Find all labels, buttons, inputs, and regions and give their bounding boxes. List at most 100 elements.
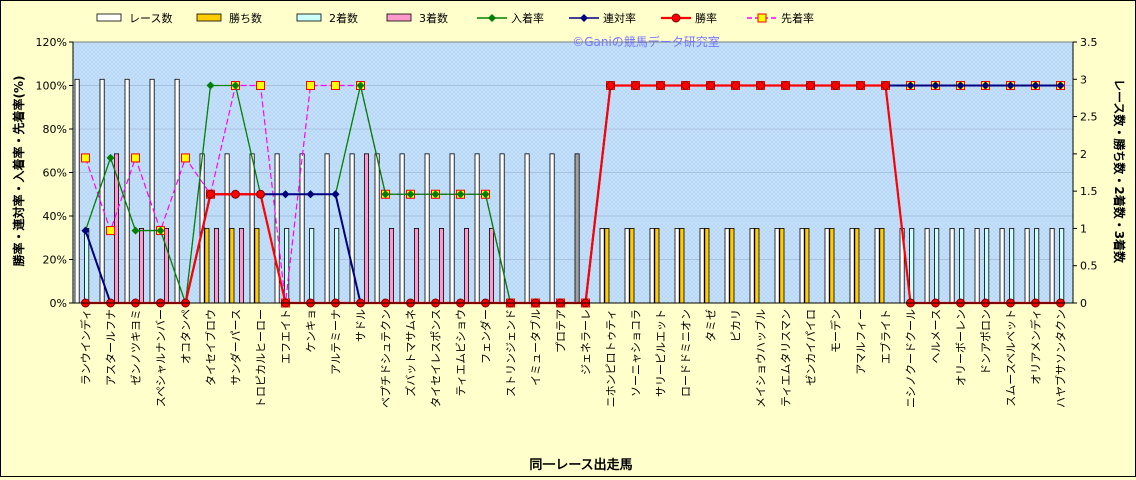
marker-先着率: [106, 226, 115, 236]
bar-レース数: [174, 78, 180, 304]
category-label: ロードドミニオン: [680, 309, 693, 397]
bar-勝ち数: [804, 228, 810, 304]
bar-レース数: [524, 153, 530, 304]
bar-レース数: [924, 228, 930, 304]
bar-3着数: [238, 228, 244, 304]
bar-2着数: [309, 228, 315, 304]
marker-入着率: [206, 81, 215, 90]
legend-label: 勝率: [695, 11, 717, 25]
marker-勝率: [781, 81, 790, 90]
left-tick-label: 100%: [36, 80, 67, 93]
marker-先着率: [81, 153, 90, 163]
bar-レース数: [324, 153, 330, 304]
legend-label: レース数: [129, 12, 172, 25]
marker-連対率: [906, 81, 915, 90]
category-label: サンダーパース: [229, 309, 243, 385]
marker-勝率: [731, 81, 740, 90]
marker-勝率: [256, 189, 265, 199]
bar-レース数: [124, 78, 130, 304]
bar-勝ち数: [629, 228, 635, 304]
category-label: ニシノクードクール: [905, 309, 918, 408]
legend-swatch: [296, 13, 322, 22]
bar-レース数: [874, 228, 880, 304]
marker-勝率: [756, 81, 765, 90]
category-label: アスタールフナ: [105, 309, 118, 386]
marker-連対率: [281, 190, 290, 199]
bar-レース数: [974, 228, 980, 304]
marker-入着率: [106, 153, 115, 162]
marker-連対率: [306, 190, 315, 199]
bar-3着数: [363, 153, 369, 304]
bar-レース数: [1024, 228, 1030, 304]
category-label: スペシャルナンバー: [155, 309, 168, 407]
bar-レース数: [624, 228, 630, 304]
bar-勝ち数: [754, 228, 760, 304]
legend-swatch: [196, 13, 222, 22]
bar-勝ち数: [704, 228, 710, 304]
bar-勝ち数: [679, 228, 685, 304]
bar-レース数: [424, 153, 430, 304]
left-tick-label: 20%: [43, 254, 67, 267]
marker-入着率: [131, 226, 140, 235]
category-label: ドンアポロン: [980, 309, 993, 375]
marker-入着率: [381, 190, 390, 199]
bar-2着数: [334, 228, 340, 304]
category-label: イミュータブル: [529, 309, 543, 386]
left-tick-label: 0%: [50, 297, 67, 310]
bar-2着数: [959, 228, 965, 304]
category-label: アルテミーナ: [330, 309, 343, 375]
bar-レース数: [374, 153, 380, 304]
legend: レース数 勝ち数 2着数 3着数 入着率 連対率 勝率 先着率: [96, 11, 814, 25]
bar-3着数: [138, 228, 144, 304]
category-label: プロテア: [555, 309, 568, 353]
category-label: アマルフィー: [855, 309, 868, 375]
bar-2着数: [1034, 228, 1040, 304]
legend-label: 勝ち数: [229, 11, 262, 25]
bar-レース数: [449, 153, 455, 304]
marker-先着率: [131, 153, 140, 163]
marker-連対率: [981, 81, 990, 90]
marker-勝率: [831, 81, 840, 90]
marker-勝率: [206, 189, 215, 199]
marker-連対率: [1006, 81, 1015, 90]
marker-入着率: [156, 226, 165, 235]
marker-勝率: [856, 81, 865, 90]
bar-レース数: [849, 228, 855, 304]
marker-入着率: [231, 81, 240, 90]
bar-レース数: [774, 228, 780, 304]
category-label: ランウインディ: [79, 309, 93, 385]
marker-先着率: [256, 81, 265, 90]
marker-勝率: [881, 81, 890, 90]
bar-3着数: [413, 228, 419, 304]
legend-label: 2着数: [329, 11, 358, 25]
right-tick-label: 2: [1080, 148, 1087, 161]
bar-レース数: [699, 228, 705, 304]
bar-レース数: [74, 78, 80, 304]
bar-勝ち数: [829, 228, 835, 304]
watermark: ©Ganiの競馬データ研究室: [572, 34, 720, 49]
legend-marker: [580, 14, 588, 22]
category-label: ベプチドシュテクン: [380, 309, 393, 408]
marker-先着率: [331, 81, 340, 90]
marker-連対率: [1031, 81, 1040, 90]
category-label: エフエイト: [280, 309, 293, 364]
bar-レース数: [499, 153, 505, 304]
category-label: ティエムタリスマン: [780, 309, 793, 407]
marker-連対率: [1056, 81, 1065, 90]
marker-勝率: [656, 81, 665, 90]
category-label: オリーボーレン: [955, 309, 968, 386]
category-label: ジェネラーレ: [580, 309, 593, 375]
marker-入着率: [456, 190, 465, 199]
category-label: ソーニャショコラ: [630, 309, 643, 397]
bar-レース数: [949, 228, 955, 304]
bar-レース数: [249, 153, 255, 304]
bar-勝ち数: [779, 228, 785, 304]
bar-レース数: [599, 228, 605, 304]
right-tick-label: 3.5: [1080, 36, 1098, 49]
right-tick-label: 0: [1080, 297, 1087, 310]
marker-連対率: [956, 81, 965, 90]
category-label: オコタンペ: [180, 309, 193, 364]
category-labels: ランウインディ アスタールフナ ゼンノツキヨミ スペシャルナンバー オコタンペ タイセイブ…: [79, 309, 1068, 408]
